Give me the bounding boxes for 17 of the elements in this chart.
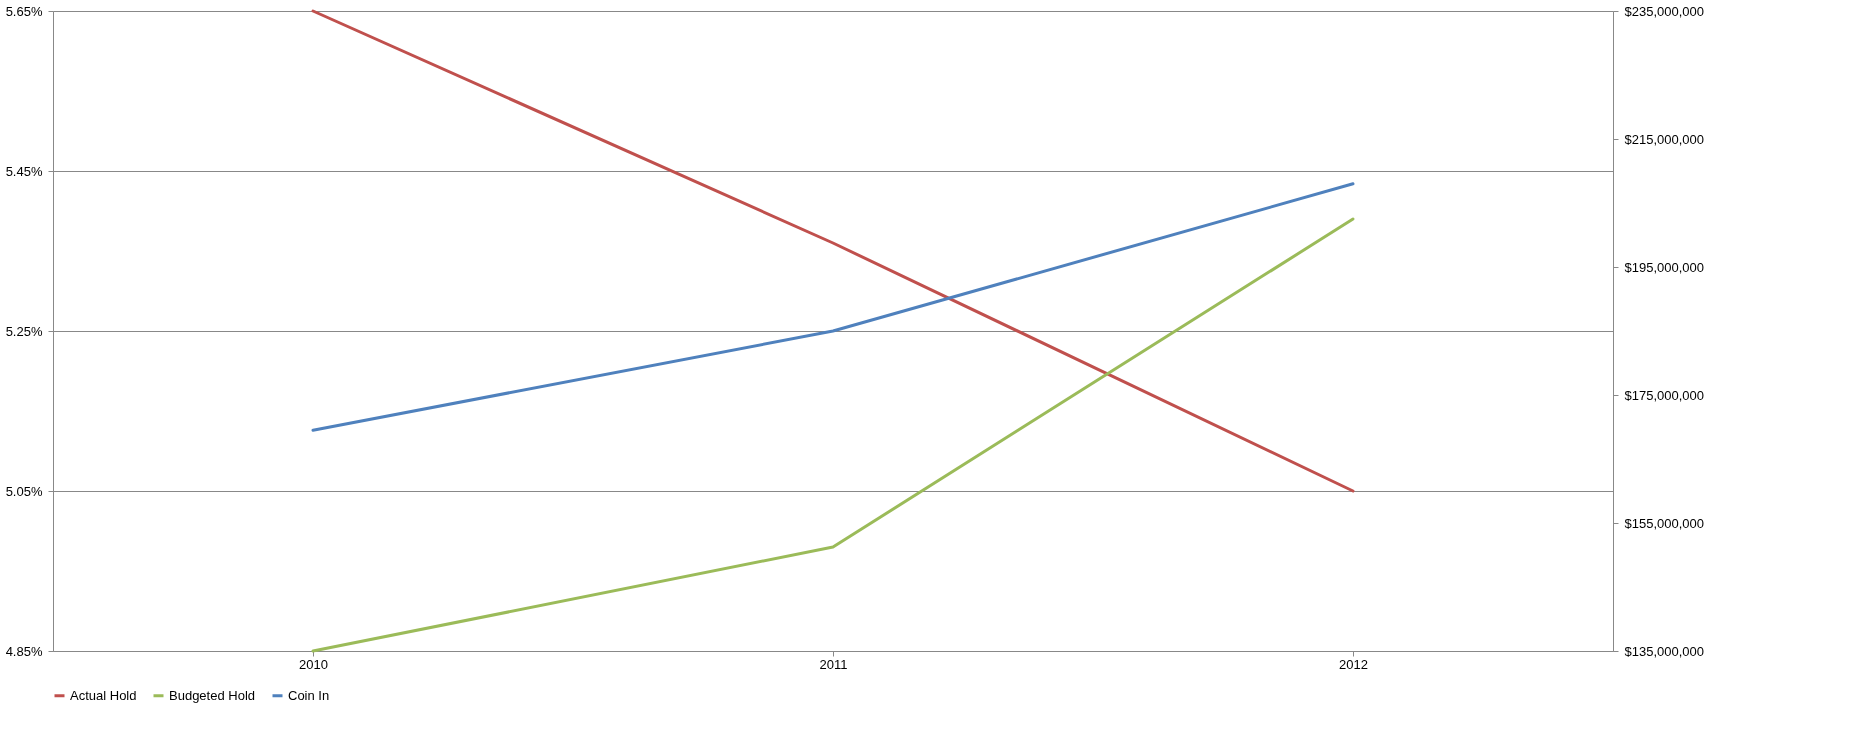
legend-label: Budgeted Hold bbox=[169, 687, 256, 703]
x-tick-label: 2012 bbox=[1339, 656, 1368, 672]
y2-tick-label: $195,000,000 bbox=[1624, 259, 1705, 275]
y2-tick-label: $135,000,000 bbox=[1624, 643, 1705, 659]
y2-tick-label: $215,000,000 bbox=[1624, 131, 1705, 147]
y-tick-label: 4.85% bbox=[5, 643, 43, 659]
x-tick-label: 2011 bbox=[819, 656, 848, 672]
y-tick-label: 5.05% bbox=[5, 483, 43, 499]
y-tick-label: 5.45% bbox=[5, 163, 43, 179]
legend-label: Coin In bbox=[288, 687, 330, 703]
x-tick-label: 2010 bbox=[299, 656, 328, 672]
y-tick-label: 5.25% bbox=[5, 323, 43, 339]
y2-tick-label: $175,000,000 bbox=[1624, 387, 1705, 403]
y2-tick-label: $235,000,000 bbox=[1624, 3, 1705, 19]
legend-label: Actual Hold bbox=[70, 687, 137, 703]
y-tick-label: 5.65% bbox=[5, 3, 43, 19]
y2-tick-label: $155,000,000 bbox=[1624, 515, 1705, 531]
